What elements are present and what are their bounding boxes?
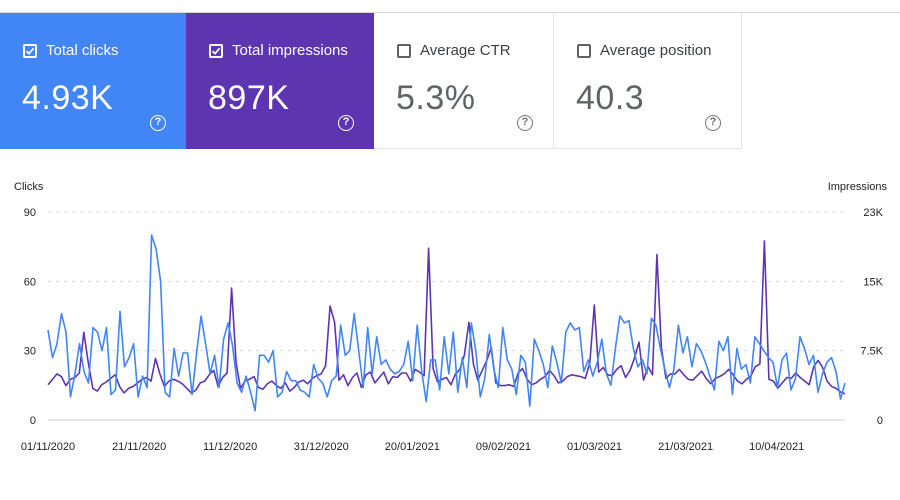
right-axis-title: Impressions bbox=[828, 181, 888, 193]
checkbox-unchecked-icon[interactable] bbox=[577, 44, 591, 58]
metric-cards: Total clicks 4.93K ? Total impressions 8… bbox=[0, 13, 742, 149]
total-clicks-label: Total clicks bbox=[46, 42, 119, 59]
checkbox-unchecked-icon[interactable] bbox=[397, 44, 411, 58]
total-impressions-label: Total impressions bbox=[232, 42, 348, 59]
average-ctr-card[interactable]: Average CTR 5.3% ? bbox=[374, 13, 554, 149]
x-tick-label: 11/12/2020 bbox=[203, 441, 257, 453]
left-tick-label: 90 bbox=[24, 207, 36, 219]
right-tick-label: 23K bbox=[863, 207, 883, 219]
x-tick-label: 09/02/2021 bbox=[476, 441, 531, 453]
x-tick-label: 21/03/2021 bbox=[658, 441, 713, 453]
help-icon[interactable]: ? bbox=[338, 115, 354, 131]
x-tick-label: 10/04/2021 bbox=[749, 441, 804, 453]
right-tick-label: 0 bbox=[877, 415, 883, 427]
impressions-series-line bbox=[47, 240, 846, 395]
left-axis-title: Clicks bbox=[14, 181, 44, 193]
average-ctr-value: 5.3% bbox=[396, 79, 476, 117]
chart-series bbox=[47, 234, 846, 412]
x-tick-label: 01/11/2020 bbox=[21, 441, 75, 453]
x-tick-label: 20/01/2021 bbox=[385, 441, 440, 453]
performance-chart[interactable]: Clicks Impressions 90 23K 60 15K 30 7.5K 0 0 01/11… bbox=[0, 170, 900, 460]
clicks-series-line bbox=[47, 234, 846, 412]
left-tick-label: 30 bbox=[24, 346, 36, 358]
x-tick-label: 21/11/2020 bbox=[112, 441, 166, 453]
checkbox-checked-icon[interactable] bbox=[209, 44, 223, 58]
total-clicks-card[interactable]: Total clicks 4.93K ? bbox=[0, 13, 186, 149]
total-impressions-card[interactable]: Total impressions 897K ? bbox=[186, 13, 374, 149]
average-position-value: 40.3 bbox=[576, 79, 645, 117]
total-impressions-value: 897K bbox=[208, 79, 290, 117]
checkbox-checked-icon[interactable] bbox=[23, 44, 37, 58]
chart-gridlines bbox=[48, 211, 845, 421]
average-position-label: Average position bbox=[600, 42, 712, 59]
total-clicks-value: 4.93K bbox=[22, 79, 114, 117]
right-tick-label: 7.5K bbox=[860, 346, 883, 358]
x-tick-label: 31/12/2020 bbox=[294, 441, 349, 453]
left-tick-label: 0 bbox=[30, 415, 36, 427]
right-tick-label: 15K bbox=[863, 276, 883, 288]
average-ctr-label: Average CTR bbox=[420, 42, 511, 59]
x-tick-label: 01/03/2021 bbox=[567, 441, 622, 453]
average-position-card[interactable]: Average position 40.3 ? bbox=[554, 13, 742, 149]
help-icon[interactable]: ? bbox=[517, 115, 533, 131]
help-icon[interactable]: ? bbox=[705, 115, 721, 131]
help-icon[interactable]: ? bbox=[150, 115, 166, 131]
chart-axis-labels: Clicks Impressions 90 23K 60 15K 30 7.5K 0 0 01/11… bbox=[14, 181, 888, 453]
left-tick-label: 60 bbox=[24, 276, 36, 288]
top-divider bbox=[0, 12, 900, 13]
